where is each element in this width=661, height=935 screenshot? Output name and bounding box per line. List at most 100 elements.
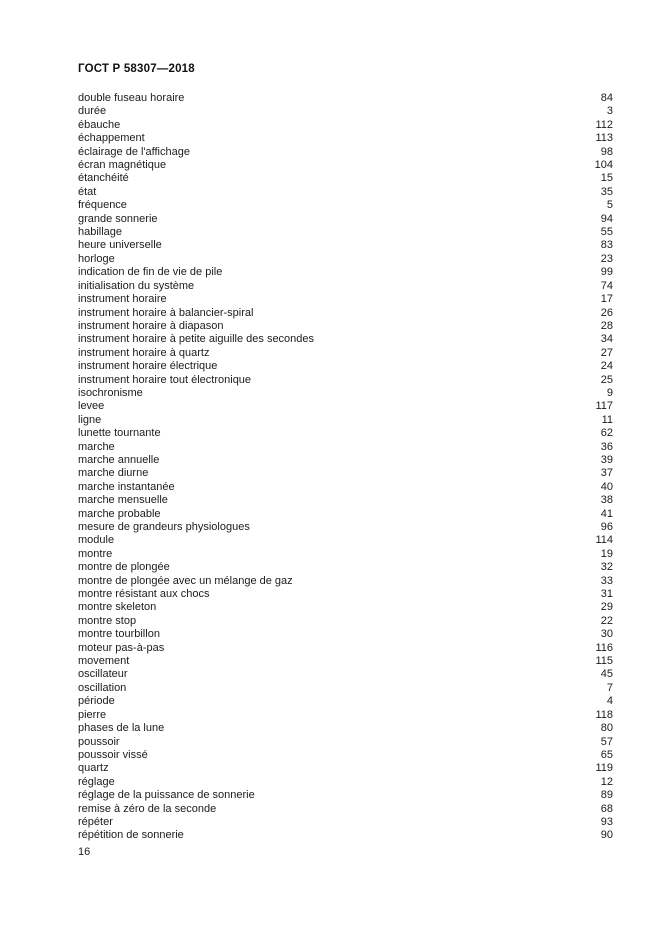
index-entry-number: 83 <box>600 239 613 252</box>
index-term: réglage <box>78 775 115 788</box>
index-entry-row: répéter 93 <box>78 816 613 829</box>
index-entry-number: 84 <box>600 92 613 104</box>
index-entry-number: 99 <box>600 266 613 279</box>
index-entry-row: moteur pas-à-pas 116 <box>78 642 613 655</box>
index-term: double fuseau horaire <box>78 92 185 104</box>
index-entry-number: 117 <box>595 400 613 413</box>
index-term: période <box>78 695 115 708</box>
index-entry-number: 4 <box>606 695 613 708</box>
index-entry-number: 28 <box>600 319 613 332</box>
index-term: marche probable <box>78 507 161 520</box>
index-entry-row: marche 36 <box>78 441 613 454</box>
index-entry-number: 23 <box>600 252 613 265</box>
index-entry-number: 57 <box>600 735 613 748</box>
index-term: étanchéité <box>78 172 129 185</box>
index-entry-row: réglage de la puissance de sonnerie 89 <box>78 789 613 802</box>
index-entry-row: marche annuelle 39 <box>78 454 613 467</box>
index-term: montre de plongée avec un mélange de gaz <box>78 574 293 587</box>
index-entry-number: 29 <box>600 601 613 614</box>
index-entry-row: montre de plongée avec un mélange de gaz… <box>78 575 613 588</box>
index-term: montre résistant aux chocs <box>78 588 210 601</box>
index-entry-row: montre 19 <box>78 548 613 561</box>
index-term: répéter <box>78 815 113 828</box>
index-entry-number: 11 <box>601 413 613 426</box>
index-term: répétition de sonnerie <box>78 829 184 842</box>
index-term: habillage <box>78 226 123 239</box>
index-entry-row: movement 115 <box>78 655 613 668</box>
index-entry-row: instrument horaire à petite aiguille des… <box>78 333 613 346</box>
index-entry-number: 45 <box>600 668 613 681</box>
index-term: pierre <box>78 708 107 721</box>
index-entry-number: 114 <box>595 534 613 547</box>
index-entry-number: 36 <box>600 440 613 453</box>
index-term: écran magnétique <box>78 159 167 172</box>
index-term: instrument horaire à diapason <box>78 319 224 332</box>
index-entry-row: instrument horaire à balancier-spiral 26 <box>78 307 613 320</box>
index-term: montre <box>78 547 113 560</box>
index-entry-number: 65 <box>600 748 613 761</box>
index-entry-row: horloge 23 <box>78 253 613 266</box>
index-term: état <box>78 185 97 198</box>
index-entry-row: isochronisme 9 <box>78 387 613 400</box>
index-term: marche instantanée <box>78 480 175 493</box>
index-entry-number: 24 <box>600 360 613 373</box>
index-entry-row: montre stop 22 <box>78 615 613 628</box>
index-term: moteur pas-à-pas <box>78 641 165 654</box>
index-list: double fuseau horaire 84 durée 3 ébauche… <box>78 92 613 843</box>
index-entry-row: échappement 113 <box>78 132 613 145</box>
index-entry-number: 30 <box>600 628 613 641</box>
index-entry-row: habillage 55 <box>78 226 613 239</box>
index-term: marche annuelle <box>78 453 160 466</box>
index-entry-row: quartz 119 <box>78 762 613 775</box>
index-entry-row: oscillation 7 <box>78 682 613 695</box>
index-term: poussoir vissé <box>78 748 148 761</box>
index-entry-number: 38 <box>600 494 613 507</box>
index-entry-number: 80 <box>600 722 613 735</box>
index-term: ébauche <box>78 118 121 131</box>
index-term: horloge <box>78 252 115 265</box>
index-entry-number: 118 <box>595 708 613 721</box>
index-term: phases de la lune <box>78 722 165 735</box>
index-entry-number: 93 <box>600 815 613 828</box>
index-entry-row: montre de plongée 32 <box>78 561 613 574</box>
index-term: poussoir <box>78 735 120 748</box>
index-entry-number: 5 <box>606 199 613 212</box>
index-entry-row: poussoir vissé 65 <box>78 749 613 762</box>
index-entry-number: 34 <box>600 333 613 346</box>
index-entry-row: montre skeleton 29 <box>78 601 613 614</box>
index-entry-row: poussoir 57 <box>78 736 613 749</box>
index-entry-number: 17 <box>600 293 613 306</box>
index-entry-number: 115 <box>595 655 613 668</box>
index-entry-number: 112 <box>595 118 613 131</box>
index-entry-row: marche mensuelle 38 <box>78 494 613 507</box>
index-entry-row: heure universelle 83 <box>78 239 613 252</box>
index-entry-number: 98 <box>600 145 613 158</box>
index-term: instrument horaire à balancier-spiral <box>78 306 254 319</box>
index-entry-row: ébauche 112 <box>78 119 613 132</box>
index-term: lunette tournante <box>78 427 161 440</box>
index-term: instrument horaire à quartz <box>78 346 210 359</box>
index-entry-number: 96 <box>600 521 613 533</box>
index-entry-number: 9 <box>606 386 613 399</box>
index-entry-row: phases de la lune 80 <box>78 722 613 735</box>
index-entry-number: 94 <box>600 212 613 225</box>
index-term: indication de fin de vie de pile <box>78 266 223 279</box>
index-entry-number: 68 <box>600 802 613 815</box>
index-entry-row: marche instantanée 40 <box>78 481 613 494</box>
index-term: instrument horaire électrique <box>78 360 218 373</box>
index-entry-number: 74 <box>600 279 613 292</box>
index-entry-row: pierre 118 <box>78 709 613 722</box>
index-entry-number: 119 <box>595 762 613 775</box>
index-entry-number: 31 <box>600 588 613 601</box>
index-term: éclairage de l'affichage <box>78 145 190 158</box>
index-entry-row: marche diurne 37 <box>78 467 613 480</box>
index-entry-number: 39 <box>600 453 613 466</box>
index-term: marche mensuelle <box>78 494 168 507</box>
index-term: montre tourbillon <box>78 628 160 641</box>
index-entry-row: instrument horaire électrique 24 <box>78 360 613 373</box>
index-entry-row: grande sonnerie 94 <box>78 213 613 226</box>
index-term: initialisation du système <box>78 279 195 292</box>
index-term: fréquence <box>78 199 127 212</box>
index-entry-number: 22 <box>600 614 613 627</box>
